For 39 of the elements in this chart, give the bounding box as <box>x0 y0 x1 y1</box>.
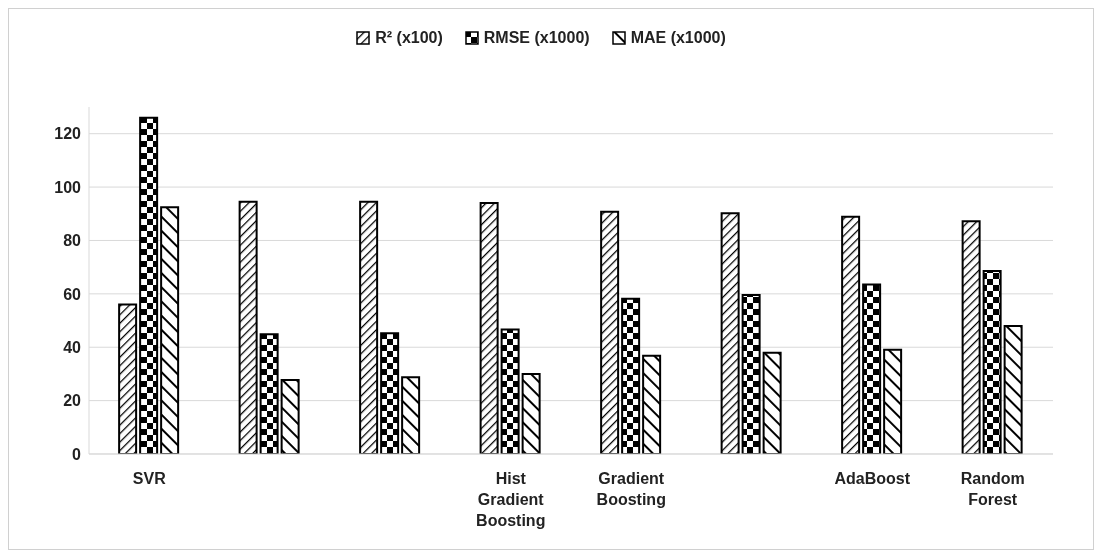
legend-label: RMSE (x1000) <box>483 29 590 47</box>
bar <box>118 303 138 454</box>
y-tick-label: 100 <box>54 178 82 196</box>
y-tick-label: 60 <box>63 285 82 303</box>
bar <box>160 206 180 454</box>
bar <box>600 210 620 454</box>
bar <box>359 200 379 454</box>
bar <box>1003 324 1023 454</box>
bar <box>238 200 258 454</box>
y-tick-label: 0 <box>72 445 82 463</box>
y-tick-label: 40 <box>63 338 82 356</box>
bar <box>841 215 861 454</box>
x-tick-label: Gradient Boosting <box>596 470 666 509</box>
y-tick-label: 80 <box>63 232 82 250</box>
bar <box>401 376 421 454</box>
bar <box>982 269 1002 454</box>
x-tick-label: AdaBoost <box>834 470 911 488</box>
bar <box>621 297 641 454</box>
bar <box>500 328 520 454</box>
x-tick-label: Hist Gradient Boosting <box>476 470 546 529</box>
bar <box>479 202 499 454</box>
bar <box>280 379 300 454</box>
bar <box>762 351 782 454</box>
bar <box>259 333 279 454</box>
bar <box>139 116 159 454</box>
bar <box>883 348 903 454</box>
x-tick-label: Random Forest <box>960 470 1025 509</box>
bar <box>380 332 400 454</box>
legend-label: MAE (x1000) <box>630 29 726 47</box>
bar <box>741 293 761 454</box>
legend-label: R² (x100) <box>375 29 443 47</box>
bar <box>521 372 541 454</box>
bar <box>642 354 662 454</box>
y-tick-label: 120 <box>54 125 82 143</box>
x-tick-label: SVR <box>132 470 167 488</box>
y-tick-label: 20 <box>63 392 82 410</box>
bar <box>862 283 882 454</box>
bar <box>720 212 740 454</box>
bar <box>961 220 981 454</box>
